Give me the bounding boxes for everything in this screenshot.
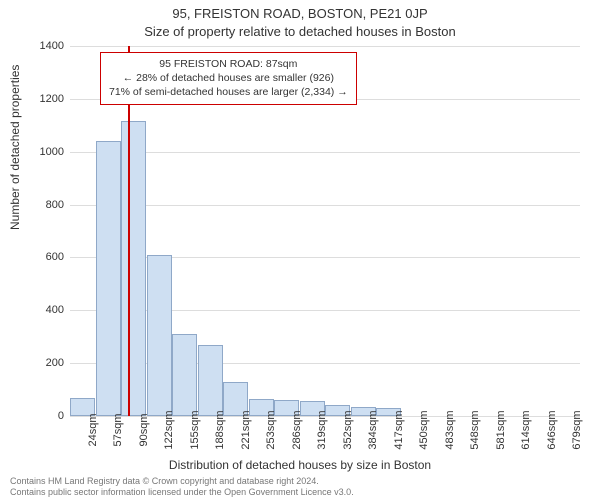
x-tick-label: 155sqm [189,400,201,460]
y-tick-label: 1400 [4,40,64,52]
y-tick-label: 600 [4,251,64,263]
histogram-bar [121,121,146,416]
x-tick-label: 122sqm [163,400,175,460]
x-tick-label: 548sqm [469,400,481,460]
chart-container: 95, FREISTON ROAD, BOSTON, PE21 0JP Size… [0,0,600,500]
y-tick-label: 1000 [4,146,64,158]
x-axis-label: Distribution of detached houses by size … [0,458,600,472]
x-tick-label: 352sqm [342,400,354,460]
marker-callout-box: 95 FREISTON ROAD: 87sqm ← 28% of detache… [100,52,357,105]
callout-line1: 95 FREISTON ROAD: 87sqm [109,57,348,71]
y-tick-label: 800 [4,199,64,211]
y-tick-label: 0 [4,410,64,422]
x-tick-label: 57sqm [112,400,124,460]
x-tick-label: 253sqm [265,400,277,460]
x-tick-label: 90sqm [138,400,150,460]
x-tick-label: 24sqm [87,400,99,460]
gridline [70,152,580,153]
x-tick-label: 286sqm [291,400,303,460]
x-tick-label: 221sqm [240,400,252,460]
y-tick-label: 1200 [4,93,64,105]
x-tick-label: 450sqm [418,400,430,460]
callout-line3: 71% of semi-detached houses are larger (… [109,85,348,99]
histogram-bar [96,141,121,416]
x-tick-label: 581sqm [495,400,507,460]
x-tick-label: 417sqm [393,400,405,460]
y-tick-label: 400 [4,304,64,316]
gridline [70,46,580,47]
x-tick-label: 679sqm [571,400,583,460]
x-tick-label: 319sqm [316,400,328,460]
x-tick-label: 483sqm [444,400,456,460]
footer-attribution: Contains HM Land Registry data © Crown c… [10,476,354,498]
y-tick-label: 200 [4,357,64,369]
x-tick-label: 614sqm [520,400,532,460]
x-tick-label: 646sqm [546,400,558,460]
footer-line1: Contains HM Land Registry data © Crown c… [10,476,354,487]
footer-line2: Contains public sector information licen… [10,487,354,498]
gridline [70,205,580,206]
chart-title-line2: Size of property relative to detached ho… [0,24,600,39]
x-tick-label: 188sqm [214,400,226,460]
histogram-bar [147,255,172,416]
x-tick-label: 384sqm [367,400,379,460]
chart-title-line1: 95, FREISTON ROAD, BOSTON, PE21 0JP [0,6,600,21]
callout-line2: ← 28% of detached houses are smaller (92… [109,71,348,85]
